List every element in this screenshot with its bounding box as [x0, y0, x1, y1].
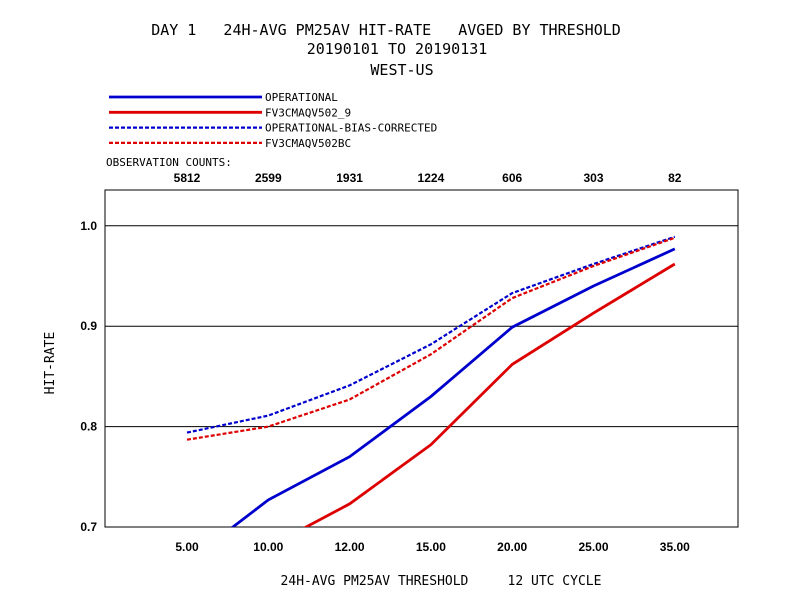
plot-frame [104, 189, 739, 528]
observation-count: 303 [583, 171, 603, 185]
observation-counts-label: OBSERVATION COUNTS: [106, 156, 232, 169]
x-tick-label: 15.00 [416, 540, 446, 554]
observation-count: 606 [502, 171, 522, 185]
x-tick-label: 35.00 [660, 540, 690, 554]
legend: OPERATIONAL FV3CMAQV502_9 OPERATIONAL-BIAS… [109, 91, 437, 150]
observation-count: 5812 [174, 171, 201, 185]
y-tick-label: 0.9 [80, 319, 97, 333]
x-tick-label: 20.00 [497, 540, 527, 554]
y-tick-labels: 0.7 0.8 0.9 1.0 [80, 219, 97, 534]
observation-counts: 5812 2599 1931 1224 606 303 82 [174, 171, 682, 185]
series-line-3 [186, 235, 676, 434]
chart-subtitle: 20190101 TO 20190131 [307, 40, 488, 58]
observation-count: 1931 [336, 171, 363, 185]
x-tick-label: 5.00 [175, 540, 199, 554]
legend-label: FV3CMAQV502BC [265, 137, 351, 150]
series-lines [186, 235, 676, 527]
y-tick-label: 1.0 [80, 219, 97, 233]
chart-region: WEST-US [370, 61, 433, 79]
x-tick-label: 12.00 [335, 540, 365, 554]
grid-lines [105, 225, 738, 428]
observation-count: 1224 [418, 171, 445, 185]
legend-label: OPERATIONAL-BIAS-CORRECTED [265, 122, 437, 135]
x-axis-label: 24H-AVG PM25AV THRESHOLD 12 UTC CYCLE [281, 574, 602, 589]
series-line-2 [303, 262, 676, 527]
series-line-4 [186, 236, 676, 441]
y-tick-label: 0.8 [80, 420, 97, 434]
y-tick-label: 0.7 [80, 520, 97, 534]
observation-count: 82 [668, 171, 682, 185]
legend-label: OPERATIONAL [265, 91, 338, 104]
x-tick-label: 25.00 [578, 540, 608, 554]
y-axis-label: HIT-RATE [43, 332, 58, 395]
legend-label: FV3CMAQV502_9 [265, 106, 351, 119]
chart-title: DAY 1 24H-AVG PM25AV HIT-RATE AVGED BY T… [151, 21, 621, 39]
series-line-1 [230, 247, 676, 527]
x-tick-label: 10.00 [253, 540, 283, 554]
x-tick-labels: 5.00 10.00 12.00 15.00 20.00 25.00 35.00 [175, 540, 690, 554]
observation-count: 2599 [255, 171, 282, 185]
